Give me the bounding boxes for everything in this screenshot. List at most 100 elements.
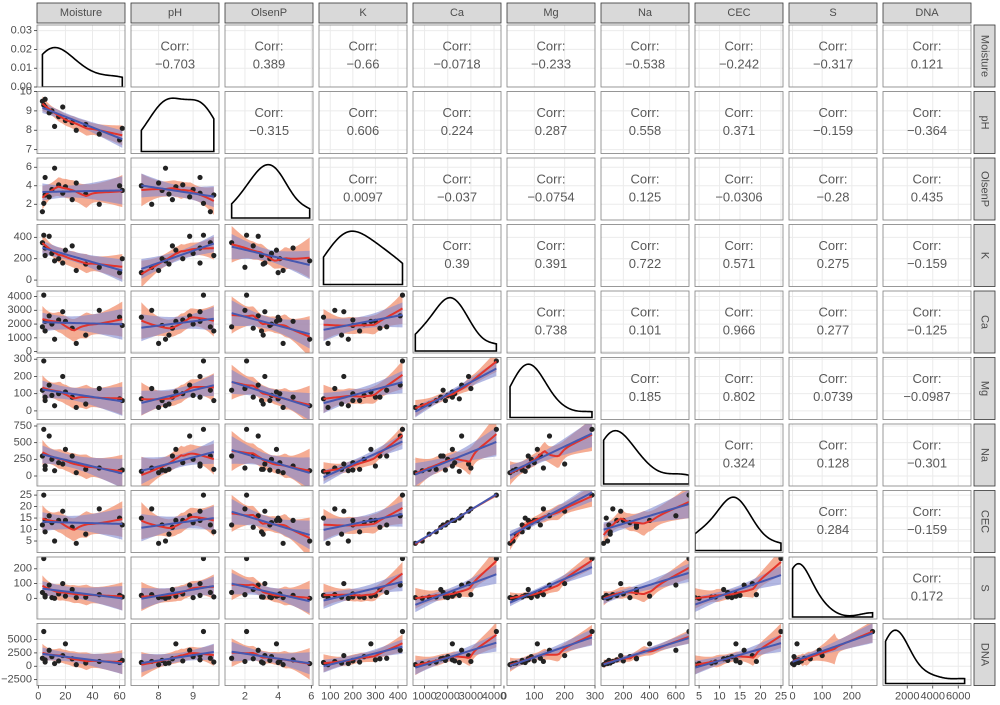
point xyxy=(341,580,347,587)
lm-line xyxy=(415,641,497,669)
panel: Corr: −0.317 xyxy=(788,24,878,88)
point xyxy=(73,180,79,186)
point xyxy=(729,594,735,601)
point xyxy=(350,317,356,323)
point xyxy=(350,467,356,473)
point xyxy=(149,385,155,392)
x-tick-label: 2000 xyxy=(895,690,919,702)
point xyxy=(211,466,217,472)
corr-title: Corr: xyxy=(819,371,848,386)
point xyxy=(332,385,338,392)
point xyxy=(138,314,144,320)
point xyxy=(733,593,739,599)
point xyxy=(229,655,235,661)
point xyxy=(250,394,256,400)
lm-line xyxy=(42,388,123,403)
point xyxy=(442,467,449,473)
panel-content xyxy=(413,91,501,154)
corr-title: Corr: xyxy=(631,171,660,186)
panel-background xyxy=(37,25,125,87)
corr-title: Corr: xyxy=(819,437,848,452)
panel-border xyxy=(788,91,878,154)
point xyxy=(166,466,172,472)
panel xyxy=(788,556,878,620)
panel: Corr: −0.233 xyxy=(506,24,596,88)
panel-background xyxy=(883,158,971,220)
panel-border xyxy=(694,290,784,354)
y-tick-label: 300 xyxy=(14,353,32,365)
point xyxy=(273,389,280,395)
panel-content xyxy=(413,357,501,420)
point xyxy=(372,657,379,663)
panel: Corr: 0.224 xyxy=(412,91,502,154)
smooth-line xyxy=(41,242,123,268)
panel xyxy=(600,423,690,487)
y-tick-label: 10 xyxy=(20,85,32,97)
corr-title: Corr: xyxy=(913,371,942,386)
panel xyxy=(224,556,314,620)
strip-label: OlsenP xyxy=(251,7,287,19)
point xyxy=(449,641,455,647)
point xyxy=(399,426,406,432)
panel: Corr: 0.101 xyxy=(600,290,690,354)
panel-content xyxy=(319,224,407,287)
point xyxy=(211,659,217,665)
lm-line xyxy=(231,582,310,603)
point xyxy=(452,460,458,466)
strip-label: Moisture xyxy=(979,35,991,77)
point xyxy=(778,557,783,562)
strip-label: pH xyxy=(979,115,991,129)
panel-content xyxy=(883,623,971,686)
point xyxy=(262,580,268,587)
point xyxy=(397,647,403,653)
corr-value: −0.317 xyxy=(813,56,853,71)
y-tick-label: 200 xyxy=(14,563,32,575)
panel-border xyxy=(224,157,314,221)
corr-value: −0.0306 xyxy=(715,189,762,204)
point xyxy=(686,628,689,635)
y-tick-label: 750 xyxy=(14,420,32,432)
panel-background xyxy=(413,224,501,287)
panel-content xyxy=(789,623,877,686)
density-curve xyxy=(41,46,124,87)
point xyxy=(180,182,186,188)
panel-border xyxy=(130,556,220,620)
panel-content xyxy=(789,357,877,420)
panel xyxy=(318,623,408,686)
panel-border xyxy=(694,91,784,154)
point xyxy=(250,243,256,249)
strip-label: K xyxy=(979,252,991,260)
point xyxy=(96,131,102,137)
panel-border xyxy=(600,91,690,154)
point xyxy=(211,594,217,600)
panel-background xyxy=(131,25,219,87)
corr-title: Corr: xyxy=(349,38,378,53)
point xyxy=(440,387,446,393)
point xyxy=(262,309,268,315)
lm-line xyxy=(231,650,310,665)
panel-content xyxy=(131,224,219,287)
y-tick-label: 0.02 xyxy=(11,43,32,55)
panel-border xyxy=(694,556,784,620)
point xyxy=(350,397,356,404)
panel-border xyxy=(36,490,126,553)
point xyxy=(200,358,207,364)
panel-border xyxy=(36,290,126,354)
panel-content xyxy=(319,424,407,486)
panel-border xyxy=(224,91,314,154)
lm-line xyxy=(414,367,497,413)
panel-background xyxy=(883,357,971,420)
lm-line xyxy=(509,491,593,537)
corr-value: −0.159 xyxy=(907,256,947,271)
x-tick-label: 10 xyxy=(713,690,725,702)
panel-border xyxy=(224,24,314,88)
panel-background xyxy=(507,291,595,353)
point xyxy=(332,506,338,512)
panel-background xyxy=(413,91,501,154)
panel-content xyxy=(319,357,407,420)
panel: Corr: −0.703 xyxy=(130,24,220,88)
smooth-line xyxy=(231,243,310,262)
lm-line xyxy=(141,384,215,404)
panel-content xyxy=(413,490,501,553)
corr-value: 0.275 xyxy=(817,256,850,271)
